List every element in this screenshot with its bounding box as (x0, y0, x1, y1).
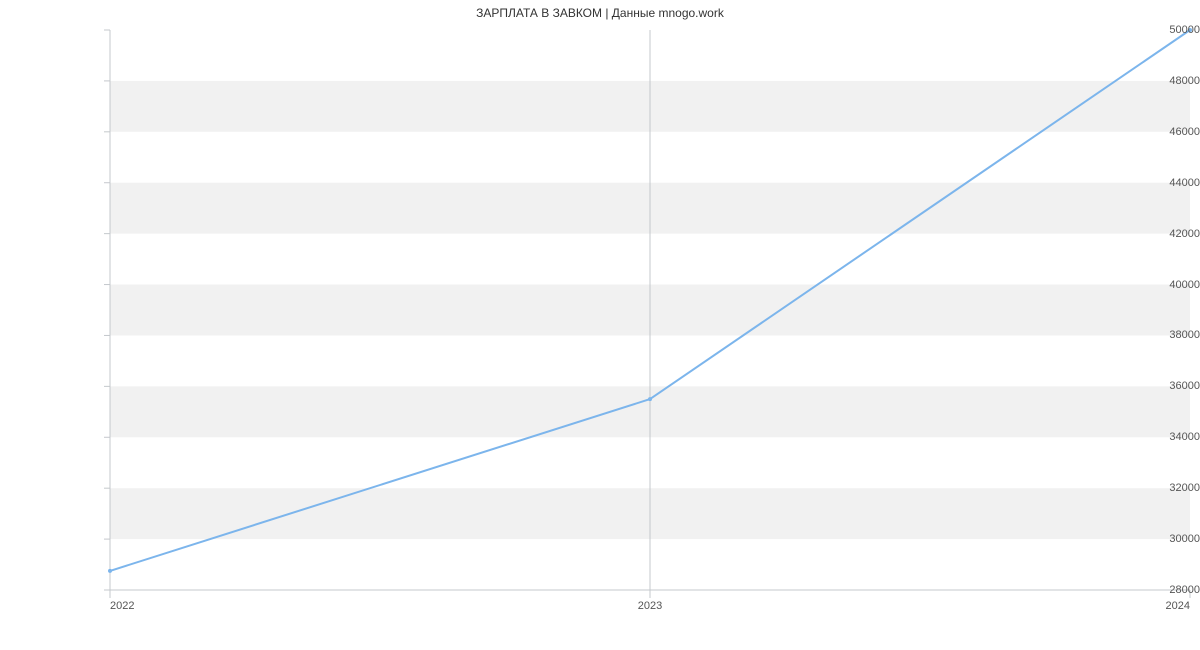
y-tick-label: 30000 (1102, 533, 1200, 545)
y-tick-label: 32000 (1102, 482, 1200, 494)
y-tick-label: 46000 (1102, 126, 1200, 138)
y-tick-label: 36000 (1102, 380, 1200, 392)
x-tick-label: 2023 (638, 600, 662, 612)
y-tick-label: 50000 (1102, 24, 1200, 36)
y-tick-label: 44000 (1102, 177, 1200, 189)
y-tick-label: 48000 (1102, 75, 1200, 87)
y-tick-label: 28000 (1102, 584, 1200, 596)
salary-line-chart: ЗАРПЛАТА В ЗАВКОМ | Данные mnogo.work 28… (0, 0, 1200, 650)
x-tick-label: 2022 (110, 600, 134, 612)
y-tick-label: 38000 (1102, 329, 1200, 341)
x-tick-label: 2024 (1166, 600, 1190, 612)
chart-plot-area (0, 0, 1200, 650)
chart-title: ЗАРПЛАТА В ЗАВКОМ | Данные mnogo.work (0, 6, 1200, 20)
y-tick-label: 42000 (1102, 228, 1200, 240)
y-tick-label: 40000 (1102, 279, 1200, 291)
y-tick-label: 34000 (1102, 431, 1200, 443)
